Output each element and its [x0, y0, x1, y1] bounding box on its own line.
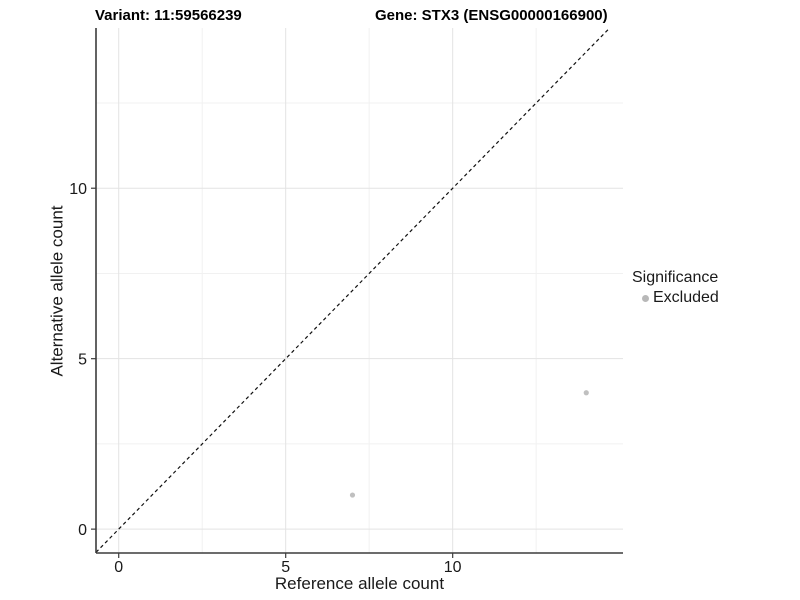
x-tick-label: 0 [114, 559, 123, 576]
legend-item-label: Excluded [653, 289, 719, 306]
y-axis-title: Alternative allele count [47, 205, 67, 377]
variant-title: Variant: 11:59566239 [95, 7, 242, 24]
x-tick-label: 5 [281, 559, 290, 576]
y-tick-label: 0 [78, 522, 87, 539]
legend-title: Significance [632, 269, 719, 286]
legend-item-excluded: Excluded [632, 289, 719, 307]
legend: Significance Excluded [632, 269, 719, 307]
y-tick-label: 5 [78, 352, 87, 369]
x-axis-title: Reference allele count [274, 574, 445, 593]
gene-title: Gene: STX3 (ENSG00000166900) [375, 7, 608, 24]
x-tick-label: 10 [444, 559, 462, 576]
data-point [583, 390, 589, 396]
legend-point-icon [642, 294, 649, 302]
identity-line [95, 27, 611, 553]
data-point [349, 492, 356, 498]
y-tick-label: 10 [69, 181, 87, 198]
